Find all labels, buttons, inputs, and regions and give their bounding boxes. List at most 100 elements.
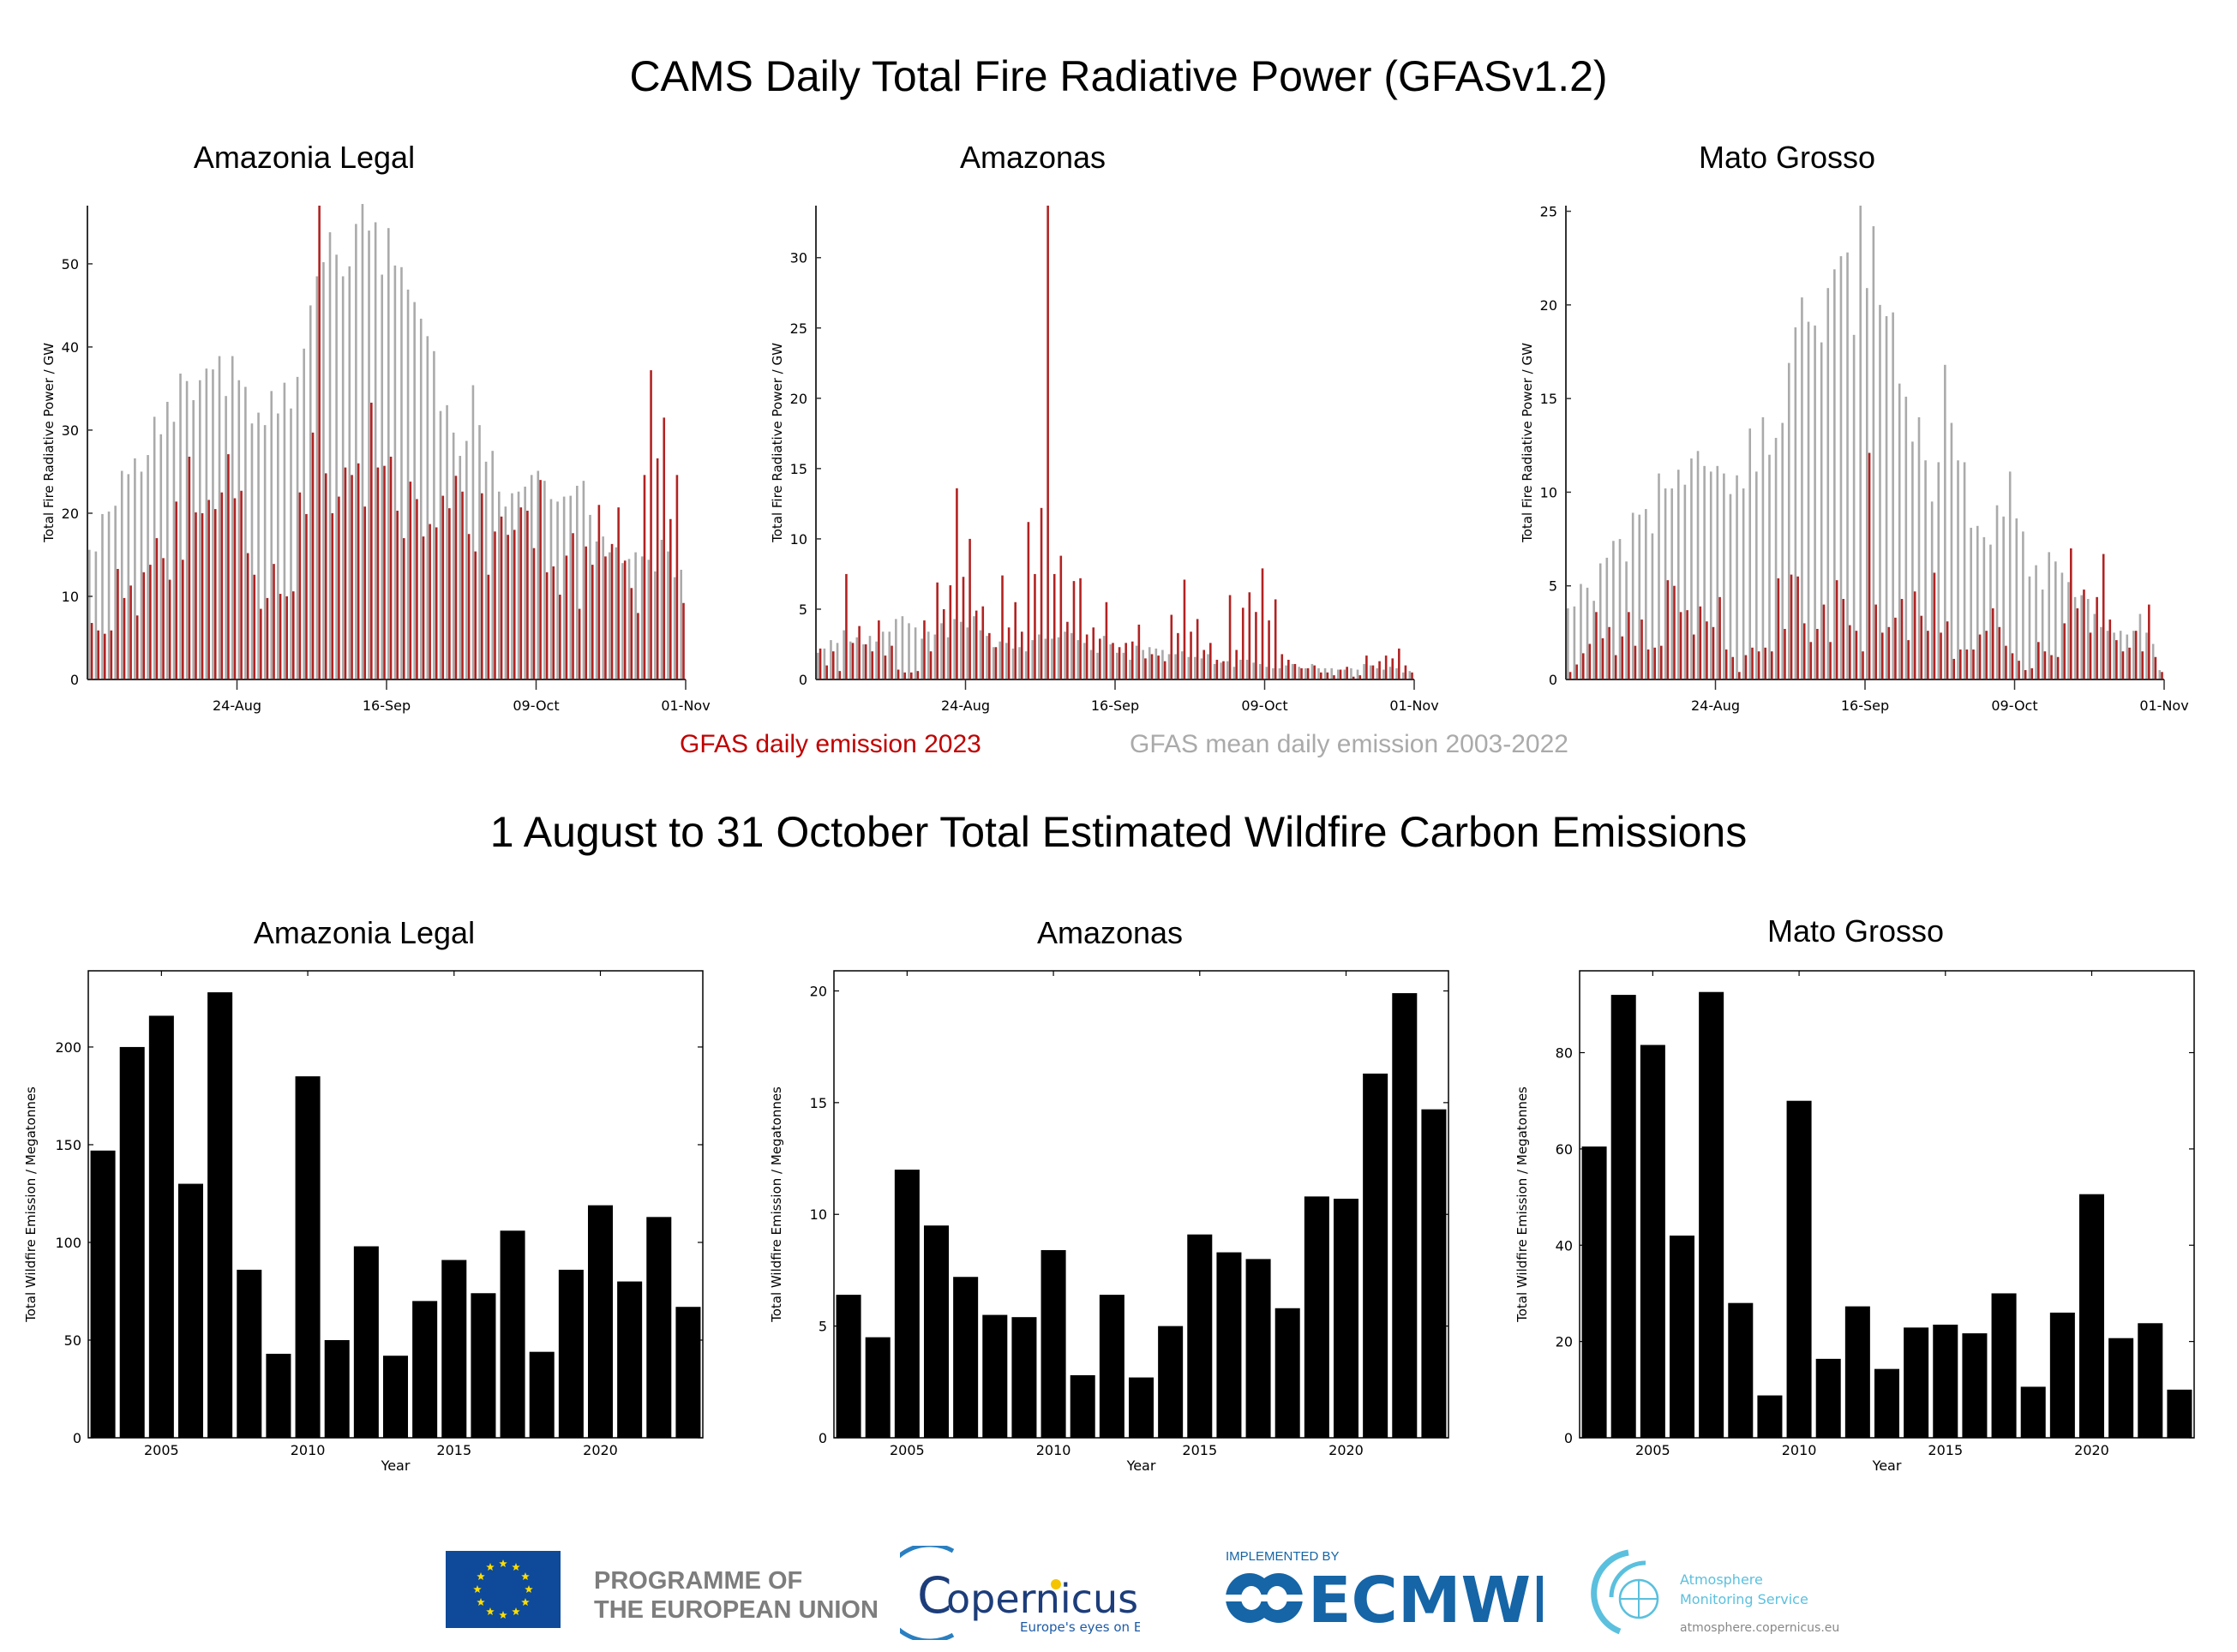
bar-mean bbox=[1044, 638, 1047, 679]
bar-2023 bbox=[2011, 653, 2014, 679]
eu-star-icon bbox=[512, 1563, 520, 1571]
bar-mean bbox=[478, 425, 481, 679]
copernicus-logo: C opernicus Europe's eyes on Earth bbox=[900, 1546, 1140, 1640]
bar-2023 bbox=[1183, 579, 1186, 679]
bar-2023 bbox=[526, 511, 529, 679]
bar-mean bbox=[452, 432, 455, 679]
bar-year bbox=[441, 1260, 467, 1438]
bar-mean bbox=[1885, 315, 1888, 679]
cams-line-1: Atmosphere bbox=[1680, 1571, 1763, 1588]
bar-2023 bbox=[1816, 628, 1819, 679]
bar-2023 bbox=[266, 597, 269, 679]
bar-year bbox=[1581, 1146, 1607, 1438]
bar-2023 bbox=[240, 490, 243, 679]
bar-mean bbox=[1174, 654, 1177, 679]
bar-mean bbox=[1258, 663, 1262, 679]
bar-2023 bbox=[1920, 615, 1923, 679]
bar-2023 bbox=[1731, 656, 1735, 679]
bar-2023 bbox=[383, 465, 386, 679]
bar-mean bbox=[966, 627, 969, 679]
bar-2023 bbox=[916, 671, 920, 679]
bar-mean bbox=[862, 643, 865, 679]
bar-2023 bbox=[188, 456, 191, 679]
bar-mean bbox=[1096, 652, 1099, 679]
panel-title: Mato Grosso bbox=[1698, 140, 1876, 175]
bar-mean bbox=[250, 423, 254, 679]
plot-frame bbox=[1579, 970, 2195, 1439]
bar-2023 bbox=[1112, 643, 1114, 679]
bar-mean bbox=[1382, 669, 1385, 679]
bar-2023 bbox=[1105, 602, 1108, 679]
bar-2023 bbox=[1190, 631, 1192, 679]
x-tick-label: 2005 bbox=[890, 1442, 925, 1458]
bar-mean bbox=[1037, 634, 1041, 679]
bar-2023 bbox=[1170, 614, 1173, 679]
bar-mean bbox=[933, 634, 937, 679]
bar-2023 bbox=[331, 512, 334, 679]
bar-2023 bbox=[988, 632, 991, 679]
bar-2023 bbox=[897, 669, 900, 679]
bar-mean bbox=[1592, 601, 1595, 679]
bar-mean bbox=[1645, 509, 1647, 679]
bar-mean bbox=[959, 621, 963, 679]
bar-2023 bbox=[1862, 651, 1864, 679]
bar-mean bbox=[504, 506, 507, 679]
bar-mean bbox=[1317, 667, 1320, 679]
bar-mean bbox=[1989, 544, 1992, 679]
bar-mean bbox=[2054, 561, 2057, 679]
bar-mean bbox=[1057, 637, 1060, 679]
bar-mean bbox=[381, 274, 383, 679]
annual-chart-mato-grosso: Mato Grosso 0 20 40 60 80 2005 2010 2015 2020 Yea… bbox=[1491, 908, 2220, 1491]
bar-2023 bbox=[630, 588, 633, 679]
bar-mean bbox=[817, 652, 819, 679]
bar-mean bbox=[1761, 416, 1765, 679]
bar-mean bbox=[263, 425, 267, 679]
bar-mean bbox=[1826, 288, 1830, 679]
eu-star-icon bbox=[477, 1598, 485, 1607]
bar-mean bbox=[303, 348, 305, 679]
y-tick-label: 10 bbox=[810, 1206, 827, 1223]
bar-mean bbox=[1736, 475, 1738, 679]
bar-mean bbox=[1083, 643, 1086, 679]
bar-2023 bbox=[585, 546, 587, 679]
bar-2023 bbox=[1319, 672, 1322, 679]
x-tick-label: 2015 bbox=[436, 1442, 471, 1458]
bar-mean bbox=[1573, 606, 1576, 679]
bar-year bbox=[1070, 1374, 1095, 1438]
bar-2023 bbox=[1959, 649, 1962, 679]
bar-2023 bbox=[90, 623, 93, 679]
bar-2023 bbox=[936, 582, 939, 679]
bar-2023 bbox=[1027, 522, 1030, 679]
bar-mean bbox=[192, 400, 195, 679]
bar-mean bbox=[1272, 667, 1274, 679]
bar-2023 bbox=[1913, 591, 1916, 679]
x-tick-label: 2015 bbox=[1928, 1442, 1963, 1458]
bar-mean bbox=[1598, 563, 1602, 679]
bar-year bbox=[2138, 1323, 2163, 1438]
bar-mean bbox=[127, 474, 130, 679]
bar-mean bbox=[999, 641, 1002, 679]
bar-year bbox=[1363, 1073, 1388, 1438]
bar-year bbox=[1874, 1368, 1900, 1438]
x-tick-label: 01-Nov bbox=[2139, 697, 2188, 714]
eu-star-icon bbox=[486, 1607, 495, 1616]
bar-2023 bbox=[1313, 665, 1316, 679]
x-tick-label: 2020 bbox=[2074, 1442, 2109, 1458]
bar-2023 bbox=[409, 482, 412, 679]
x-tick-label: 09-Oct bbox=[513, 697, 559, 714]
bar-mean bbox=[1970, 527, 1972, 679]
bar-2023 bbox=[851, 643, 855, 679]
bar-2023 bbox=[1040, 507, 1043, 679]
bar-mean bbox=[888, 631, 891, 679]
eu-star-icon bbox=[525, 1585, 533, 1594]
x-tick-label: 2015 bbox=[1182, 1442, 1217, 1458]
bar-mean bbox=[212, 369, 214, 679]
panel-title: Amazonia Legal bbox=[193, 140, 416, 175]
bar-2023 bbox=[2043, 651, 2047, 679]
bar-mean bbox=[1356, 669, 1359, 679]
bar-2023 bbox=[1738, 672, 1741, 679]
bar-2023 bbox=[260, 608, 262, 679]
bar-2023 bbox=[637, 613, 639, 679]
bar-mean bbox=[419, 318, 423, 679]
bar-mean bbox=[582, 481, 585, 679]
